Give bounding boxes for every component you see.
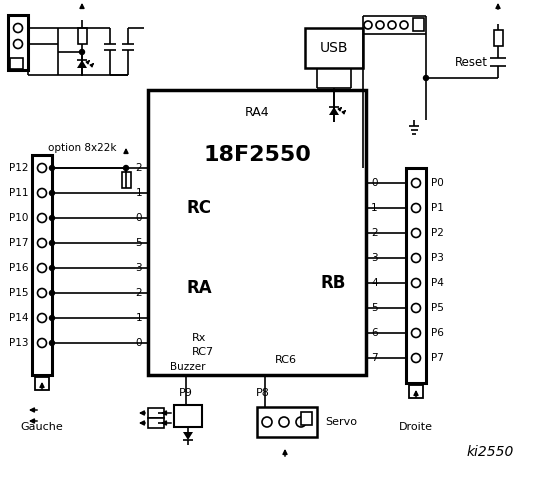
Text: 3: 3 <box>135 263 142 273</box>
Text: P5: P5 <box>431 303 444 313</box>
Text: RC6: RC6 <box>275 355 297 365</box>
Text: 0: 0 <box>135 213 142 223</box>
Text: Droite: Droite <box>399 422 433 432</box>
Text: Rx: Rx <box>192 333 206 343</box>
Text: 2: 2 <box>371 228 378 238</box>
Text: 18F2550: 18F2550 <box>203 145 311 165</box>
Text: P13: P13 <box>8 338 28 348</box>
Text: 2: 2 <box>135 163 142 173</box>
Text: P7: P7 <box>431 353 444 363</box>
Circle shape <box>50 340 55 346</box>
Bar <box>494 30 503 46</box>
Text: P6: P6 <box>431 328 444 338</box>
Text: 5: 5 <box>135 238 142 248</box>
Text: P3: P3 <box>431 253 444 263</box>
Bar <box>78 28 87 44</box>
Text: 1: 1 <box>135 188 142 198</box>
Circle shape <box>50 216 55 220</box>
Text: RC: RC <box>186 199 211 217</box>
Text: 2: 2 <box>135 288 142 298</box>
Bar <box>122 172 131 188</box>
Text: P11: P11 <box>8 188 28 198</box>
Text: Buzzer: Buzzer <box>170 362 206 372</box>
Text: 0: 0 <box>371 178 378 188</box>
Text: RC7: RC7 <box>192 347 214 357</box>
Text: RB: RB <box>321 274 346 292</box>
Bar <box>148 408 164 418</box>
Text: P4: P4 <box>431 278 444 288</box>
Polygon shape <box>183 432 193 440</box>
Circle shape <box>50 191 55 195</box>
Text: P10: P10 <box>9 213 28 223</box>
Bar <box>406 168 426 383</box>
Bar <box>148 90 366 375</box>
Text: Servo: Servo <box>325 417 357 427</box>
Bar <box>409 385 423 398</box>
Text: RA: RA <box>186 279 212 297</box>
Bar <box>301 412 312 425</box>
Circle shape <box>50 240 55 245</box>
Text: P14: P14 <box>8 313 28 323</box>
Circle shape <box>50 265 55 271</box>
Circle shape <box>50 315 55 321</box>
Text: P16: P16 <box>8 263 28 273</box>
Bar <box>305 28 363 68</box>
Text: RA4: RA4 <box>244 106 269 119</box>
Bar <box>148 418 164 428</box>
Text: 6: 6 <box>371 328 378 338</box>
Text: 4: 4 <box>371 278 378 288</box>
Circle shape <box>80 49 85 55</box>
Bar <box>174 405 202 427</box>
Bar <box>413 18 424 31</box>
Text: P2: P2 <box>431 228 444 238</box>
Text: 1: 1 <box>371 203 378 213</box>
Text: 5: 5 <box>371 303 378 313</box>
Circle shape <box>123 166 128 170</box>
Bar <box>35 377 49 390</box>
Text: ki2550: ki2550 <box>466 445 514 459</box>
Text: P15: P15 <box>8 288 28 298</box>
Text: 3: 3 <box>371 253 378 263</box>
Text: P9: P9 <box>179 388 193 398</box>
Bar <box>10 58 23 69</box>
Circle shape <box>50 290 55 296</box>
Bar <box>257 407 317 437</box>
Text: 7: 7 <box>371 353 378 363</box>
Text: P0: P0 <box>431 178 444 188</box>
Text: Reset: Reset <box>455 56 488 69</box>
Bar <box>32 155 52 375</box>
Polygon shape <box>329 107 339 115</box>
Circle shape <box>50 166 55 170</box>
Bar <box>8 15 28 70</box>
Polygon shape <box>77 60 87 68</box>
Circle shape <box>424 75 429 81</box>
Text: P17: P17 <box>8 238 28 248</box>
Text: Gauche: Gauche <box>20 422 64 432</box>
Text: option 8x22k: option 8x22k <box>48 143 116 153</box>
Text: P12: P12 <box>8 163 28 173</box>
Text: USB: USB <box>320 41 348 55</box>
Text: P8: P8 <box>256 388 270 398</box>
Text: 1: 1 <box>135 313 142 323</box>
Text: 0: 0 <box>135 338 142 348</box>
Text: P1: P1 <box>431 203 444 213</box>
